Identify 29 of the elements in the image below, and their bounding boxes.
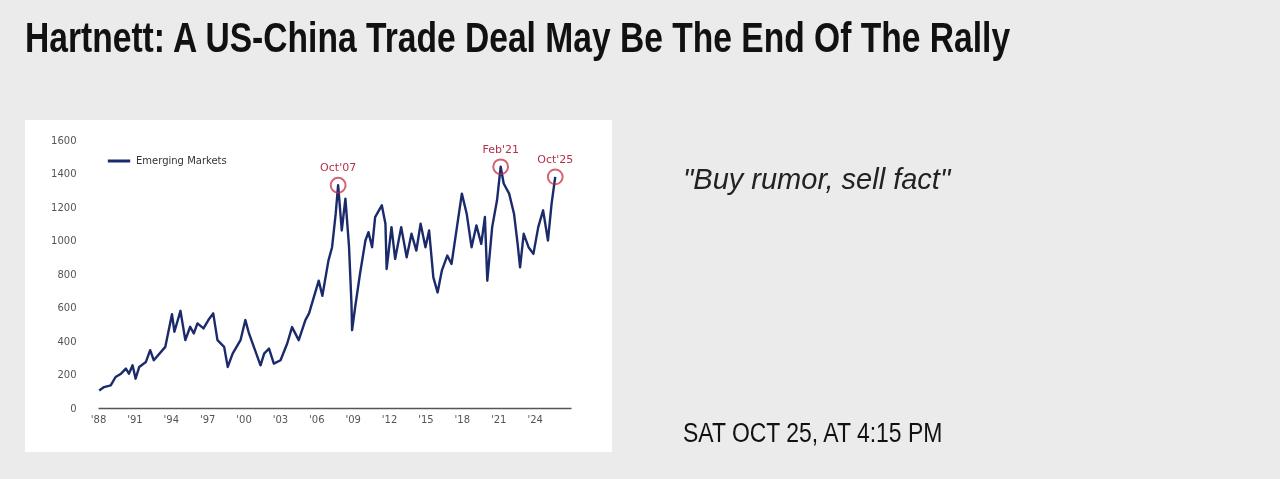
y-tick-label: 600 — [57, 302, 77, 313]
x-tick-label: '00 — [236, 413, 252, 425]
y-tick-label: 1000 — [51, 235, 77, 246]
text: SAT OCT 25, AT 4:15 PM — [683, 418, 943, 449]
chart-title: Hartnett: A US-China Trade Deal May Be The End Of The Rally — [25, 14, 1011, 62]
y-tick-label: 200 — [57, 369, 77, 380]
annotation: Oct'07 — [320, 161, 357, 175]
y-tick-label: 400 — [57, 335, 77, 347]
x-tick-label: '03 — [272, 413, 289, 425]
y-tick-label: 1200 — [51, 201, 77, 213]
y-tick-label: 0 — [70, 402, 77, 414]
x-tick-label: '15 — [418, 413, 434, 425]
legend-label: Emerging Markets — [136, 155, 227, 166]
x-tick-label: '09 — [345, 413, 361, 425]
annotation: Feb'21 — [482, 142, 519, 156]
y-tick-label: 1600 — [51, 134, 77, 146]
x-tick-label: '97 — [199, 413, 216, 425]
x-tick-label: '24 — [527, 413, 543, 425]
x-tick-label: '12 — [381, 413, 398, 425]
y-tick-label: 800 — [57, 268, 77, 280]
text: "Buy rumor, sell fact" — [683, 163, 951, 196]
x-tick-label: '88 — [90, 413, 107, 425]
x-tick-label: '18 — [454, 413, 471, 425]
x-tick-label: '21 — [490, 413, 507, 425]
x-tick-label: '06 — [309, 413, 325, 425]
x-tick-label: '94 — [163, 413, 180, 425]
annotation: Oct'25 — [537, 152, 574, 166]
y-tick-label: 1400 — [51, 168, 77, 179]
x-tick-label: '91 — [127, 413, 143, 425]
